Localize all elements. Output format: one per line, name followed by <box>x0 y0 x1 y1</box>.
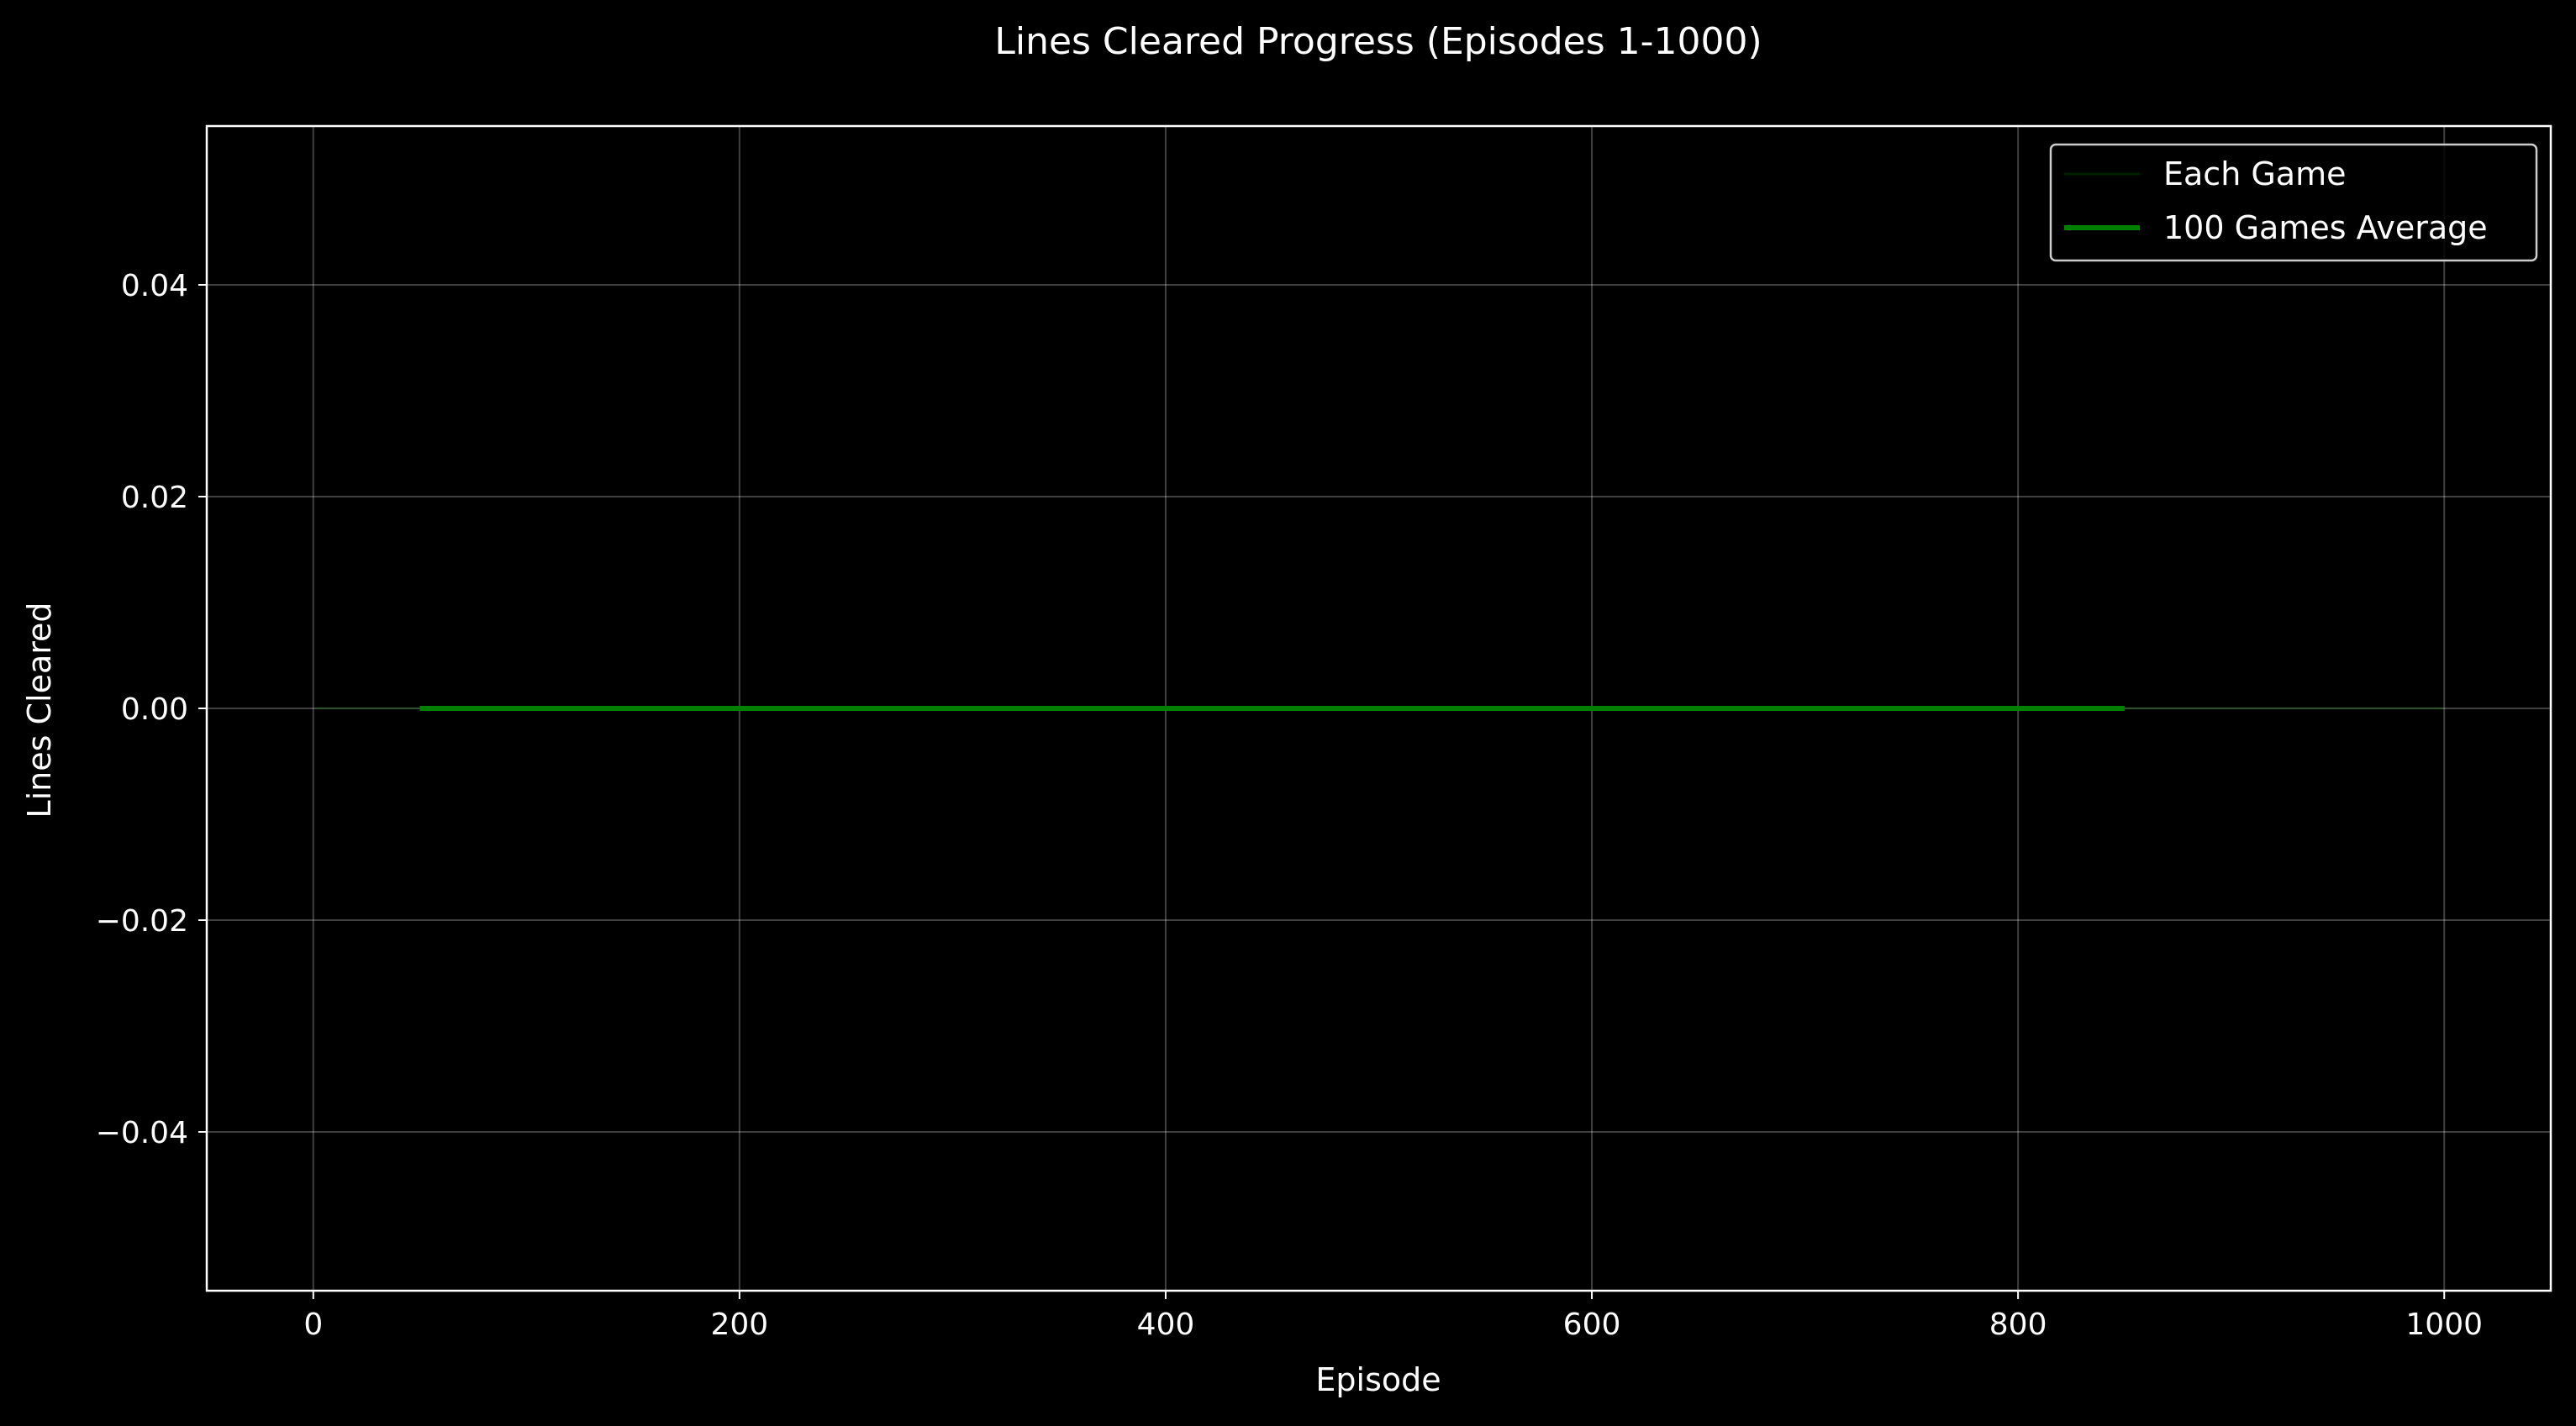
x-tick-label: 600 <box>1563 1308 1621 1342</box>
x-tick-label: 400 <box>1137 1308 1195 1342</box>
y-axis: −0.04 −0.02 0.00 0.02 0.04 <box>96 269 207 1150</box>
y-tick-label: 0.00 <box>121 692 188 727</box>
y-tick-label: 0.02 <box>121 481 188 515</box>
legend: Each Game 100 Games Average <box>2049 143 2538 262</box>
x-axis-label: Episode <box>1315 1361 1441 1398</box>
y-tick-label: −0.02 <box>96 904 188 939</box>
y-tick-label: 0.04 <box>121 269 188 303</box>
legend-box <box>2049 143 2538 262</box>
legend-label: Each Game <box>2163 155 2346 192</box>
x-axis: 0 200 400 600 800 1000 <box>303 1291 2483 1342</box>
x-tick-label: 0 <box>303 1308 323 1342</box>
y-tick-label: −0.04 <box>96 1116 188 1150</box>
x-tick-label: 800 <box>1989 1308 2047 1342</box>
x-tick-label: 1000 <box>2405 1308 2483 1342</box>
legend-label: 100 Games Average <box>2163 209 2488 246</box>
y-axis-label: Lines Cleared <box>21 602 58 818</box>
x-tick-label: 200 <box>711 1308 769 1342</box>
chart-title: Lines Cleared Progress (Episodes 1-1000) <box>994 20 1762 63</box>
